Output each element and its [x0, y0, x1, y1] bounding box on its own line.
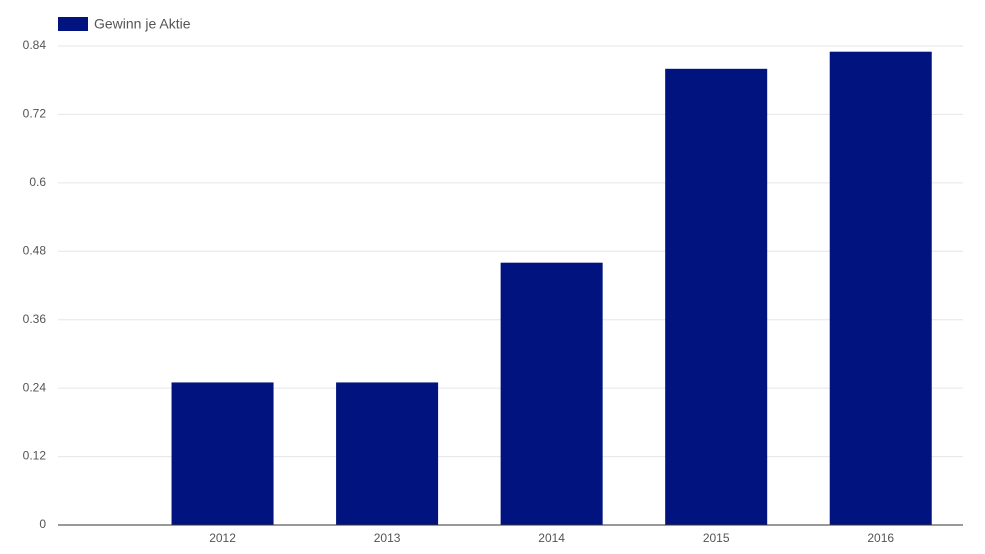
y-tick-label: 0.84 — [23, 38, 47, 52]
y-tick-label: 0 — [39, 517, 46, 531]
bar — [500, 262, 603, 525]
bar — [829, 51, 932, 525]
y-tick-label: 0.12 — [23, 449, 47, 463]
x-tick-label: 2014 — [538, 531, 565, 545]
y-tick-label: 0.24 — [23, 380, 47, 394]
y-tick-label: 0.48 — [23, 243, 47, 257]
bar — [171, 382, 274, 525]
legend-swatch — [58, 17, 88, 31]
y-tick-label: 0.72 — [23, 107, 47, 121]
y-tick-label: 0.36 — [23, 312, 47, 326]
x-tick-label: 2013 — [374, 531, 401, 545]
y-tick-label: 0.6 — [29, 175, 46, 189]
x-tick-label: 2015 — [703, 531, 730, 545]
bar — [336, 382, 439, 525]
x-tick-label: 2012 — [209, 531, 236, 545]
legend-text: Gewinn je Aktie — [94, 16, 191, 32]
bar — [665, 68, 768, 526]
x-tick-label: 2016 — [867, 531, 894, 545]
